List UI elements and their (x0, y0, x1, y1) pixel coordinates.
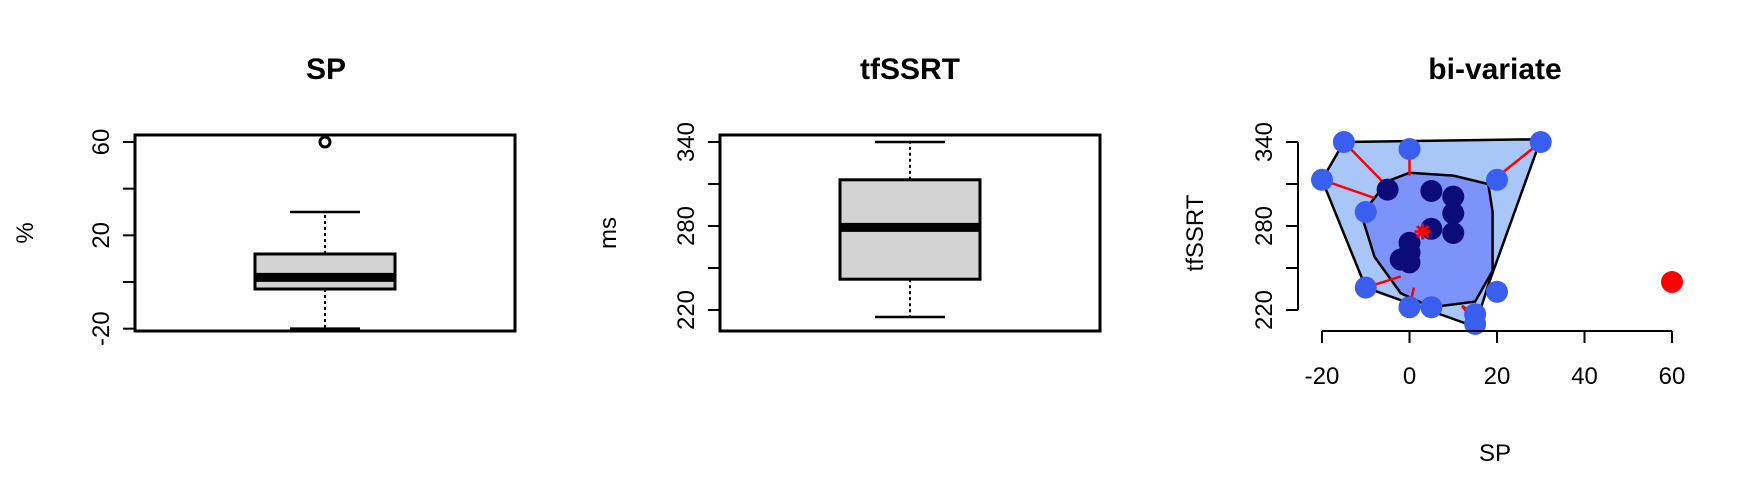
y-tick-label: 220 (1251, 290, 1278, 330)
inner-data-point (1420, 180, 1443, 202)
sp-box-group (253, 135, 397, 330)
outer-data-point (1354, 201, 1377, 223)
median-star-stroke (1415, 224, 1430, 239)
outlier-point (1661, 271, 1683, 293)
x-tick-label: -20 (1305, 363, 1340, 390)
bagplot-points-layer (1311, 131, 1683, 335)
y-tick-label: 340 (673, 122, 700, 162)
inner-data-point (1442, 185, 1465, 208)
bivariate-xlabel: SP (1479, 440, 1511, 467)
bivariate-x-axis: -20 0 20 40 60 (1305, 330, 1686, 390)
outer-data-point (1332, 131, 1355, 153)
x-tick-label: 60 (1659, 363, 1686, 390)
outer-data-point (1529, 131, 1552, 153)
x-tick-label: 40 (1571, 363, 1598, 390)
median-star-marker (1414, 223, 1431, 240)
outlier-point (318, 135, 332, 149)
panel-bivariate: bi-variate SP tfSSRT 220 280 340 -20 0 20 40 6… (1182, 53, 1685, 467)
iqr-box (253, 252, 397, 291)
tfssrt-y-axis: 220 280 340 (673, 122, 721, 330)
outer-data-point (1354, 276, 1377, 299)
x-tick-label: 0 (1403, 363, 1416, 390)
sp-title: SP (306, 53, 346, 86)
inner-data-point (1442, 222, 1465, 244)
sp-y-axis: -20 20 60 (88, 129, 136, 346)
inner-data-point (1376, 178, 1399, 201)
outer-data-point (1464, 313, 1487, 335)
tfssrt-box-group (838, 140, 982, 319)
sp-ylabel: % (12, 222, 39, 243)
bivariate-y-axis: 220 280 340 (1251, 122, 1299, 330)
y-tick-label: 220 (673, 290, 700, 330)
tfssrt-ylabel: ms (595, 217, 622, 249)
x-tick-label: 20 (1484, 363, 1511, 390)
tfssrt-title: tfSSRT (860, 53, 960, 86)
outer-data-point (1486, 168, 1508, 191)
panel-sp: SP % -20 20 60 (12, 53, 517, 346)
outer-data-point (1311, 168, 1333, 191)
outer-data-point (1398, 296, 1421, 319)
bivariate-ylabel: tfSSRT (1182, 194, 1209, 271)
inner-data-point (1442, 202, 1465, 225)
outer-data-point (1420, 296, 1443, 319)
y-tick-label: 280 (1251, 206, 1278, 246)
inner-data-point (1398, 251, 1421, 274)
panel-tfssrt: tfSSRT ms 220 280 340 (595, 53, 1102, 333)
y-tick-label: 60 (88, 129, 115, 156)
outer-data-point (1486, 280, 1508, 303)
y-tick-label: 20 (88, 222, 115, 249)
y-tick-label: 340 (1251, 122, 1278, 162)
y-tick-label: 280 (673, 206, 700, 246)
y-tick-label: -20 (88, 311, 115, 346)
outer-data-point (1398, 138, 1421, 160)
bivariate-title: bi-variate (1428, 53, 1561, 86)
